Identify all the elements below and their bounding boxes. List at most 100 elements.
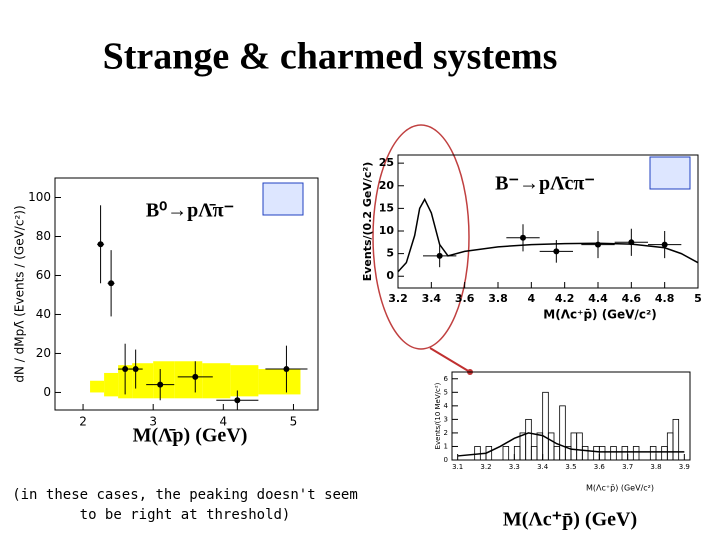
y-tick-label: 0 bbox=[444, 456, 448, 464]
histogram-bar bbox=[593, 446, 600, 461]
histogram-bar bbox=[649, 446, 657, 461]
logo bbox=[262, 182, 304, 216]
histogram-bar bbox=[525, 418, 532, 461]
point bbox=[108, 280, 115, 287]
point bbox=[553, 248, 560, 255]
histogram-bar bbox=[553, 446, 561, 461]
band bbox=[104, 372, 119, 397]
point bbox=[436, 252, 443, 259]
y-tick-label: 80 bbox=[36, 229, 51, 243]
note-box: (in these cases, the peaking doesn't see… bbox=[12, 487, 358, 523]
histogram-bar bbox=[576, 432, 583, 461]
y-tick-label: 6 bbox=[444, 375, 449, 383]
point bbox=[97, 241, 104, 248]
y-tick-label: 0 bbox=[43, 385, 51, 399]
band bbox=[174, 361, 203, 399]
point bbox=[661, 241, 668, 248]
histogram-bar bbox=[559, 405, 566, 461]
y-tick-label: 100 bbox=[28, 190, 51, 204]
y-tick-label: 2 bbox=[444, 429, 448, 437]
band bbox=[90, 380, 105, 393]
x-tick-label: 4 bbox=[219, 415, 227, 429]
histogram-bar bbox=[632, 446, 640, 461]
histogram-bar bbox=[542, 391, 549, 461]
x-tick-label: 3.4 bbox=[422, 292, 442, 305]
x-tick-label: 4.4 bbox=[588, 292, 608, 305]
histogram-bar bbox=[598, 446, 606, 461]
point bbox=[157, 381, 164, 388]
y-tick-label: 25 bbox=[379, 156, 394, 169]
y-axis-label: Events/(10 MeV/c²) bbox=[434, 382, 442, 449]
point bbox=[520, 234, 526, 241]
point bbox=[234, 397, 241, 404]
x-tick-label: 4.6 bbox=[622, 292, 642, 305]
x-tick-label: 3.9 bbox=[679, 463, 690, 471]
histogram-bar bbox=[666, 432, 674, 461]
histogram-bar bbox=[530, 446, 538, 461]
histogram-bar bbox=[502, 446, 510, 461]
highlight bbox=[372, 124, 470, 350]
x-tick-label: 3.6 bbox=[455, 292, 475, 305]
band bbox=[132, 363, 154, 399]
y-tick-label: 15 bbox=[379, 201, 394, 214]
x-tick-label: 5 bbox=[290, 415, 298, 429]
plot-frame bbox=[54, 177, 319, 411]
histogram-bar bbox=[610, 446, 617, 461]
plot-frame bbox=[397, 154, 699, 289]
histogram-bar bbox=[581, 446, 589, 461]
x-tick-label: 3.3 bbox=[509, 463, 520, 471]
y-tick-label: 5 bbox=[386, 247, 394, 260]
histogram-bar bbox=[621, 446, 629, 461]
band bbox=[202, 363, 231, 399]
x-tick-label: 3.2 bbox=[388, 292, 408, 305]
histogram-bar bbox=[519, 432, 527, 461]
x-tick-label: 3.7 bbox=[622, 463, 633, 471]
fit-curve bbox=[457, 432, 685, 457]
x-axis-label: M(Λc⁺p̄) (GeV/c²) bbox=[586, 484, 654, 493]
arrow bbox=[429, 347, 471, 373]
x-tick-label: 5 bbox=[694, 292, 702, 305]
x-tick-label: 2 bbox=[79, 415, 87, 429]
x-tick-label: 3.8 bbox=[650, 463, 661, 471]
histogram-bar bbox=[661, 446, 668, 461]
point bbox=[192, 373, 199, 380]
caption: M(Λ̄p) (GeV) bbox=[133, 425, 248, 447]
annotation: B⁰→pΛ̄π⁻ bbox=[146, 200, 234, 222]
x-axis-label: M(Λc⁺p̄) (GeV/c²) bbox=[543, 308, 656, 322]
band bbox=[230, 365, 259, 397]
note: (in these cases, the peaking doesn't see… bbox=[12, 487, 358, 523]
y-axis-label: dN / dMpΛ̄ (Events / (GeV/c²)) bbox=[13, 205, 27, 382]
x-tick-label: 3.1 bbox=[452, 463, 463, 471]
histogram-bar bbox=[570, 432, 578, 461]
histogram-bar bbox=[547, 432, 555, 461]
x-tick-label: 3.5 bbox=[565, 463, 576, 471]
logo bbox=[649, 156, 691, 190]
y-tick-label: 5 bbox=[444, 388, 448, 396]
annotation: B⁻→pΛ̄cπ⁻ bbox=[495, 173, 595, 195]
x-tick-label: 3.4 bbox=[537, 463, 549, 471]
x-tick-label: 3.8 bbox=[488, 292, 508, 305]
caption: M(Λc⁺p̄) (GeV) bbox=[503, 509, 637, 531]
y-tick-label: 4 bbox=[444, 402, 449, 410]
x-tick-label: 3 bbox=[149, 415, 157, 429]
point bbox=[132, 366, 139, 373]
x-tick-label: 4.8 bbox=[655, 292, 675, 305]
x-tick-label: 4.2 bbox=[555, 292, 575, 305]
histogram-bar bbox=[672, 418, 680, 461]
band bbox=[153, 361, 175, 399]
point bbox=[122, 366, 129, 373]
histogram-bar bbox=[513, 446, 521, 461]
y-tick-label: 1 bbox=[444, 442, 448, 450]
y-tick-label: 60 bbox=[36, 268, 51, 282]
histogram-bar bbox=[536, 432, 544, 461]
y-tick-label: 0 bbox=[386, 269, 394, 282]
y-tick-label: 10 bbox=[379, 224, 395, 237]
y-tick-label: 20 bbox=[379, 179, 395, 192]
y-tick-label: 20 bbox=[36, 346, 51, 360]
point bbox=[283, 366, 290, 373]
fit-curve bbox=[397, 197, 699, 273]
slide-title: Strange & charmed systems bbox=[103, 36, 558, 78]
y-tick-label: 40 bbox=[36, 307, 51, 321]
x-tick-label: 4 bbox=[528, 292, 536, 305]
